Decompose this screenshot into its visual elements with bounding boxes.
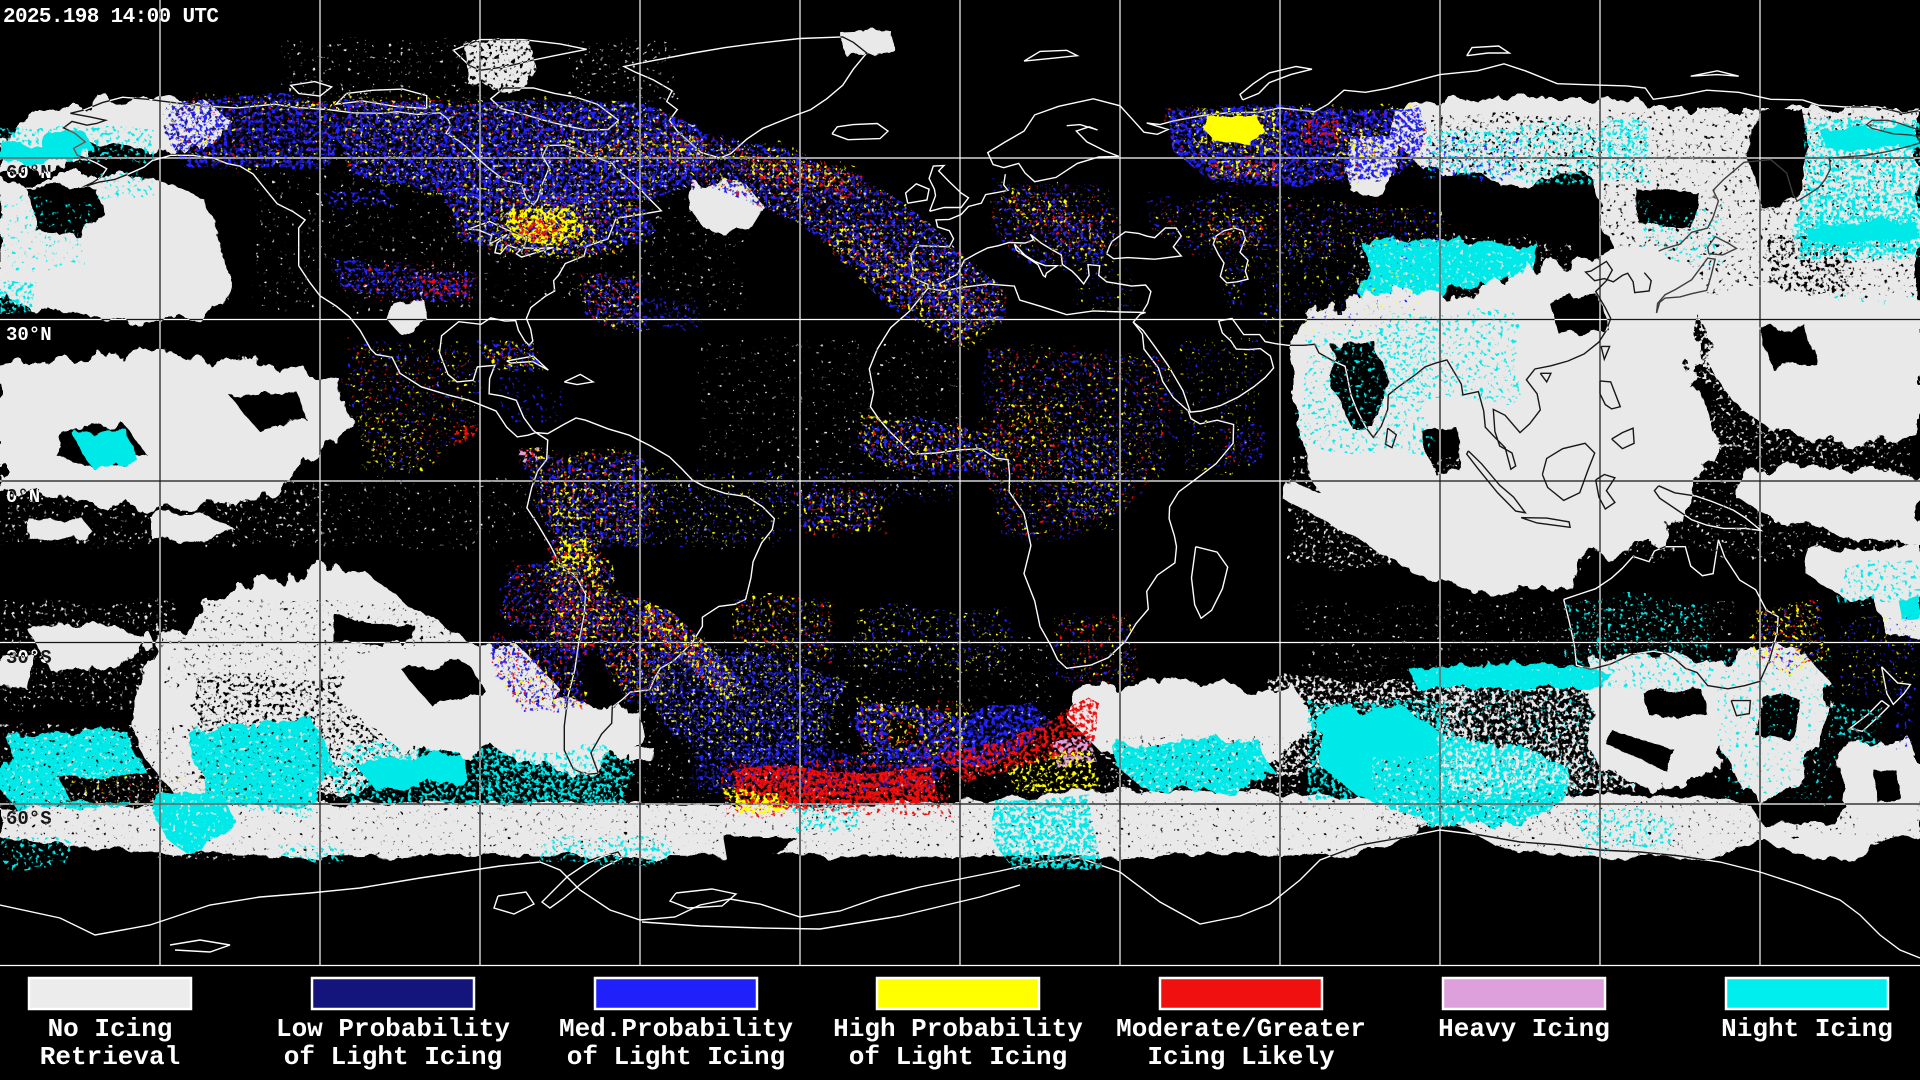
svg-text:Retrieval: Retrieval (40, 1042, 180, 1072)
svg-text:60°S: 60°S (6, 808, 52, 830)
svg-text:of Light Icing: of Light Icing (567, 1042, 785, 1072)
svg-text:Low Probability: Low Probability (276, 1014, 510, 1044)
svg-text:Med.Probability: Med.Probability (559, 1014, 793, 1044)
svg-text:Icing Likely: Icing Likely (1147, 1042, 1335, 1072)
svg-text:Night Icing: Night Icing (1721, 1014, 1893, 1044)
svg-text:Heavy Icing: Heavy Icing (1438, 1014, 1610, 1044)
svg-text:60°N: 60°N (6, 162, 52, 184)
svg-text:0°N: 0°N (6, 486, 40, 508)
svg-text:of Light Icing: of Light Icing (849, 1042, 1067, 1072)
svg-text:60°N: 60°N (6, 162, 52, 184)
svg-text:60°S: 60°S (6, 808, 52, 830)
svg-text:of Light Icing: of Light Icing (284, 1042, 502, 1072)
svg-text:0°N: 0°N (6, 486, 40, 508)
svg-text:High Probability: High Probability (833, 1014, 1083, 1044)
svg-text:2025.198 14:00 UTC: 2025.198 14:00 UTC (3, 6, 219, 29)
svg-text:Moderate/Greater: Moderate/Greater (1116, 1014, 1366, 1044)
svg-text:30°N: 30°N (6, 324, 52, 346)
svg-text:No Icing: No Icing (48, 1014, 173, 1044)
svg-text:30°S: 30°S (6, 647, 52, 669)
svg-text:2025.198 14:00 UTC: 2025.198 14:00 UTC (3, 6, 219, 29)
svg-text:30°S: 30°S (6, 647, 52, 669)
svg-text:30°N: 30°N (6, 324, 52, 346)
